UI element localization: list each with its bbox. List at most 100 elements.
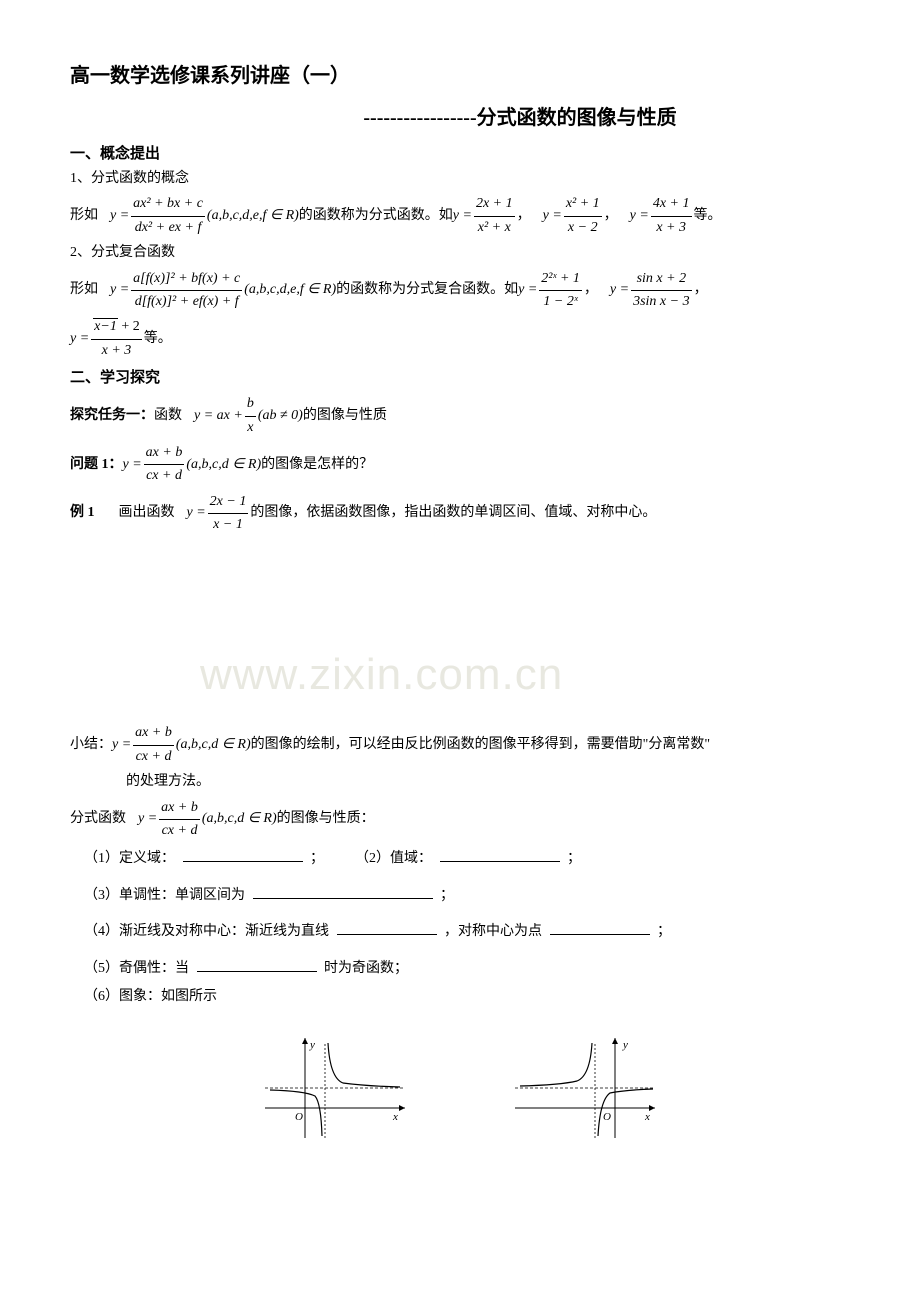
text: 分式函数 [70,808,126,830]
math-y: y = [138,808,157,830]
text: 的函数称为分式复合函数。如 [336,279,518,301]
example-fraction-6: x−1 + 2 x + 3 [91,316,142,362]
graph-row: y O x y O x [70,1028,850,1148]
svg-text:y: y [309,1039,315,1051]
svg-text:y: y [622,1039,628,1051]
property-5: （5）奇偶性：当 时为奇函数； [70,958,850,980]
props-fraction: ax + b cx + d [159,797,200,843]
math-y: y = [453,205,472,227]
property-3: （3）单调性：单调区间为 ； [70,885,850,907]
prop-1-label: （1）定义域： [84,851,175,866]
condition: (a,b,c,d ∈ R) [176,734,251,756]
example-fraction-3: 4x + 1 x + 3 [651,193,692,239]
property-4: （4）渐近线及对称中心：渐近线为直线 ，对称中心为点 ； [70,921,850,943]
text: 的图像与性质： [277,808,375,830]
svg-text:x: x [644,1111,650,1123]
math-y: y = [610,279,629,301]
condition: (a,b,c,d,e,f ∈ R) [207,205,299,227]
text: 的图像与性质 [303,405,387,427]
blank-field [550,921,650,935]
math-y: y = [110,279,129,301]
definition-line-3: y = x−1 + 2 x + 3 等。 [70,316,850,362]
prop-2-label: （2）值域： [355,851,432,866]
math-y: y = [630,205,649,227]
text: 形如 [70,279,98,301]
text: 的图像，依据函数图像，指出函数的单调区间、值域、对称中心。 [250,502,656,524]
example-1: 例 1 画出函数 y = 2x − 1 x − 1 的图像，依据函数图像，指出函… [70,491,850,537]
text: 等。 [694,205,722,227]
separator: ； [310,851,324,866]
example-fraction-5: sin x + 2 3sin x − 3 [631,268,692,314]
section-2-header: 二、学习探究 [70,366,850,390]
summary-line-2: 的处理方法。 [70,771,850,793]
summary-line: 小结： y = ax + b cx + d (a,b,c,d ∈ R) 的图像的… [70,722,850,768]
text: 的图像是怎样的？ [261,454,373,476]
svg-text:x: x [392,1111,398,1123]
prop-5-label: （5）奇偶性：当 [84,961,189,976]
comma: ， [604,205,618,227]
document-title: 高一数学选修课系列讲座（一） [70,60,850,92]
blank-space [70,539,850,719]
math-y: y = [123,454,142,476]
question-label: 问题 1： [70,454,123,476]
text: 的函数称为分式函数。如 [299,205,453,227]
blank-field [183,848,303,862]
example-label: 例 1 [70,502,95,524]
example-fraction-2: x² + 1 x − 2 [564,193,602,239]
property-6: （6）图象：如图所示 [70,986,850,1008]
math-y: y = [543,205,562,227]
definition-line-2: 形如 y = a[f(x)]² + bf(x) + c d[f(x)]² + e… [70,268,850,314]
text: ； [567,851,581,866]
text: 形如 [70,205,98,227]
condition: (a,b,c,d ∈ R) [186,454,261,476]
math-y: y = [187,502,206,524]
section-1-header: 一、概念提出 [70,142,850,166]
graph-left: y O x [255,1028,415,1148]
example-fraction-1: 2x + 1 x² + x [474,193,515,239]
summary-fraction: ax + b cx + d [133,722,174,768]
blank-field [440,848,560,862]
text: ，对称中心为点 [444,924,542,939]
math-y: y = [518,279,537,301]
prop-3-label: （3）单调性：单调区间为 [84,888,245,903]
prop-4-label: （4）渐近线及对称中心：渐近线为直线 [84,924,329,939]
math-y: y = [112,734,131,756]
text: 等。 [144,328,172,350]
main-fraction: ax² + bx + c dx² + ex + f [131,193,205,239]
blank-field [253,885,433,899]
comma: ， [517,205,531,227]
document-subtitle: -----------------分式函数的图像与性质 [70,102,850,134]
text: 函数 [154,405,182,427]
math-y: y = [110,205,129,227]
comma: ， [694,279,708,301]
section-1-sub-1: 1、分式函数的概念 [70,168,850,190]
question-fraction: ax + b cx + d [144,442,185,488]
definition-line-1: 形如 y = ax² + bx + c dx² + ex + f (a,b,c,… [70,193,850,239]
properties-intro: 分式函数 y = ax + b cx + d (a,b,c,d ∈ R) 的图像… [70,797,850,843]
svg-text:O: O [603,1111,611,1123]
math-y: y = [70,328,89,350]
text: 的图像的绘制，可以经由反比例函数的图像平移得到，需要借助"分离常数" [251,734,710,756]
text: ； [657,924,671,939]
comma: ， [584,279,598,301]
text: ； [440,888,454,903]
composite-fraction: a[f(x)]² + bf(x) + c d[f(x)]² + ef(x) + … [131,268,242,314]
blank-field [197,958,317,972]
task-label: 探究任务一： [70,405,154,427]
math-eq: y = ax + [194,405,243,427]
svg-text:O: O [295,1111,303,1123]
task-fraction: b x [245,393,256,439]
section-1-sub-2: 2、分式复合函数 [70,242,850,264]
task-1: 探究任务一： 函数 y = ax + b x (ab ≠ 0) 的图像与性质 [70,393,850,439]
text: 画出函数 [119,502,175,524]
condition: (a,b,c,d,e,f ∈ R) [244,279,336,301]
question-1: 问题 1： y = ax + b cx + d (a,b,c,d ∈ R) 的图… [70,442,850,488]
example-fraction-4: 2²ˣ + 1 1 − 2ˣ [539,268,582,314]
blank-field [337,921,437,935]
example-fraction: 2x − 1 x − 1 [208,491,249,537]
graph-right: y O x [505,1028,665,1148]
summary-label: 小结： [70,734,112,756]
condition: (a,b,c,d ∈ R) [202,808,277,830]
text: 时为奇函数； [324,961,408,976]
condition: (ab ≠ 0) [258,405,303,427]
